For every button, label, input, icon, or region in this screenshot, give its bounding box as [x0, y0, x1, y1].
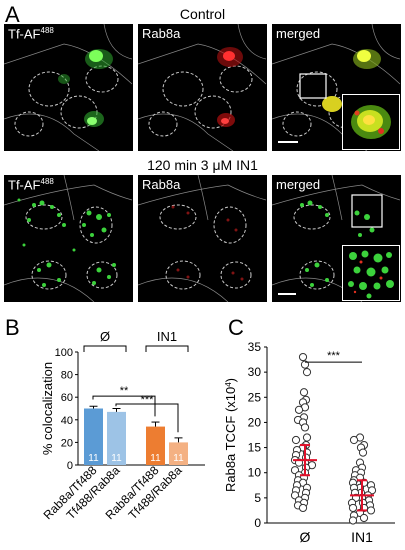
panel-a-letter: A: [5, 2, 20, 27]
micrograph-in1-rab8a: Rab8a: [138, 175, 267, 302]
data-point: [298, 503, 308, 513]
micrograph-control-rab8a: Rab8a: [138, 24, 267, 151]
label-tf-af488: Tf-AF488: [8, 26, 54, 42]
significance-bracket: [115, 403, 179, 433]
data-point: [300, 360, 310, 369]
significance-bracket: [92, 395, 156, 417]
n-label: 11: [111, 453, 122, 464]
data-point: [349, 435, 359, 445]
data-point: [299, 388, 309, 397]
scatter-chart-tccf: 0 5 10 15 20 25 30 35 Rab8a TCCF (x104) Ø IN1 ***: [223, 340, 395, 545]
y-tick-label: 20: [61, 437, 73, 449]
y-tick-label: 40: [61, 415, 73, 427]
y-axis-label: Rab8a TCCF (x104): [223, 378, 238, 492]
micrograph-in1-tf: Tf-AF488: [4, 175, 133, 302]
group-label: IN1: [157, 330, 177, 344]
y-tick-label: 30: [248, 365, 262, 379]
significance-label: **: [120, 385, 129, 397]
n-label: 11: [150, 453, 161, 464]
significance-label: ***: [141, 394, 155, 406]
condition-title-control: Control: [179, 6, 226, 22]
condition-title-in1: 120 min 3 μM IN1: [147, 157, 258, 173]
y-tick-label: 10: [248, 466, 262, 480]
data-point: [291, 435, 301, 445]
label-tf-af488-in1: Tf-AF488: [8, 177, 54, 193]
y-axis-label: % colocalization: [40, 362, 55, 455]
data-point: [294, 405, 304, 414]
zoom-inset-in1: [342, 245, 400, 301]
y-tick-label: 25: [248, 390, 262, 404]
data-point: [358, 448, 368, 457]
data-point: [298, 352, 308, 362]
y-tick-label: 5: [254, 491, 261, 505]
data-point: [300, 423, 310, 432]
y-tick-label: 15: [248, 441, 262, 455]
bar: [169, 442, 188, 465]
n-label: 11: [88, 453, 99, 464]
micrograph-control-tf: Tf-AF488: [4, 24, 133, 151]
y-tick-label: 0: [254, 516, 261, 530]
x-category-label: Ø: [300, 529, 311, 545]
panel-c-letter: C: [228, 315, 244, 340]
data-point: [302, 433, 312, 442]
group-bracket: [83, 345, 127, 352]
group-bracket: [145, 345, 189, 352]
data-point: [348, 503, 358, 513]
y-tick-label: 0: [67, 460, 73, 472]
label-rab8a-in1: Rab8a: [142, 177, 181, 192]
n-label: 11: [173, 453, 184, 464]
bar: [84, 408, 103, 465]
label-rab8a: Rab8a: [142, 26, 181, 41]
group-label: Ø: [100, 330, 110, 344]
y-tick-label: 100: [55, 347, 73, 359]
data-point: [359, 513, 369, 523]
micrograph-in1-merged: merged: [272, 175, 401, 302]
y-tick-label: 20: [248, 415, 262, 429]
y-tick-label: 35: [248, 340, 262, 354]
data-point: [302, 368, 312, 377]
y-tick-label: 80: [61, 370, 73, 382]
micrograph-control-merged: merged: [272, 24, 401, 151]
bar: [146, 426, 165, 465]
significance-label: ***: [327, 350, 341, 362]
label-merged-in1: merged: [276, 177, 321, 192]
bar: [107, 411, 126, 465]
y-tick-label: 60: [61, 392, 73, 404]
data-point: [348, 516, 358, 525]
x-category-label: IN1: [351, 529, 373, 545]
zoom-inset-control: [342, 94, 400, 150]
panel-b-letter: B: [5, 315, 20, 340]
label-merged: merged: [276, 26, 321, 41]
data-point: [366, 506, 376, 515]
